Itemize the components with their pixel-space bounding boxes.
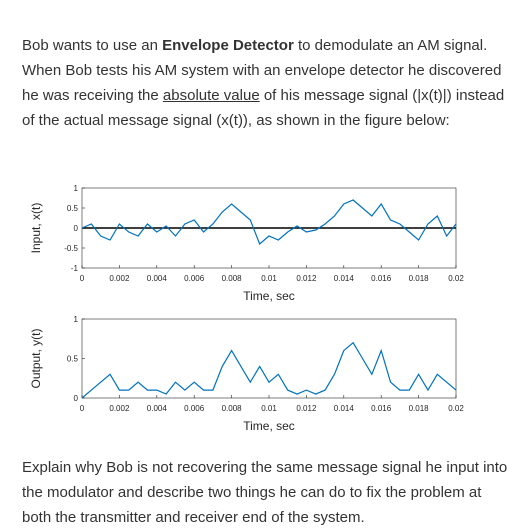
x-tick-label: 0.014 [334, 274, 355, 283]
x-tick-label: 0.008 [222, 274, 243, 283]
x-tick-label: 0.01 [261, 404, 277, 413]
x-tick-label: 0.004 [147, 404, 168, 413]
bold-text: Envelope Detector [162, 37, 294, 54]
x-tick-label: 0.016 [371, 404, 392, 413]
y-axis-label: Output, y(t) [29, 328, 43, 388]
x-tick-label: 0.006 [184, 274, 205, 283]
y-axis-label: Input, x(t) [29, 203, 43, 254]
y-tick-label: -1 [71, 264, 79, 273]
y-tick-label: 0 [74, 224, 79, 233]
intro-paragraph: Bob wants to use an Envelope Detector to… [22, 33, 508, 133]
y-tick-label: 0.5 [67, 355, 79, 364]
text: of his message signal (|x(t)|) instead o… [22, 87, 505, 129]
text: to demodulate an AM signal. When Bob tes… [22, 37, 502, 104]
y-tick-label: 0.5 [67, 204, 79, 213]
x-tick-label: 0.016 [371, 274, 392, 283]
signal-line [81, 199, 457, 246]
question-paragraph: Explain why Bob is not recovering the sa… [22, 459, 508, 526]
x-tick-label: 0.004 [147, 274, 168, 283]
x-tick-label: 0.012 [296, 274, 317, 283]
x-tick-label: 0.014 [334, 404, 355, 413]
x-tick-label: 0.018 [409, 404, 430, 413]
x-axis-label: Time, sec [243, 289, 295, 303]
axes-box [81, 318, 457, 399]
x-tick-label: 0.002 [109, 274, 130, 283]
x-tick-label: 0.018 [409, 274, 430, 283]
signal-line [81, 341, 457, 399]
x-tick-label: 0.02 [448, 404, 464, 413]
y-tick-label: -0.5 [64, 244, 78, 253]
x-tick-label: 0.012 [296, 404, 317, 413]
x-tick-label: 0 [80, 274, 85, 283]
figure: 0 0.002 0.004 0.006 0.008 0.01 0.012 0.014 0.016… [29, 184, 464, 433]
y-tick-label: 1 [74, 184, 79, 193]
x-axis-label: Time, sec [243, 419, 295, 433]
x-tick-label: 0.008 [222, 404, 243, 413]
x-tick-label: 0.002 [109, 404, 130, 413]
text: Bob wants to use an [22, 37, 163, 54]
x-tick-label: 0.02 [448, 274, 464, 283]
x-tick-label: 0.006 [184, 404, 205, 413]
x-tick-label: 0 [80, 404, 85, 413]
x-tick-label: 0.01 [261, 274, 277, 283]
y-tick-label: 0 [74, 394, 79, 403]
underlined-text: absolute value [162, 87, 260, 104]
y-tick-label: 1 [74, 315, 79, 324]
